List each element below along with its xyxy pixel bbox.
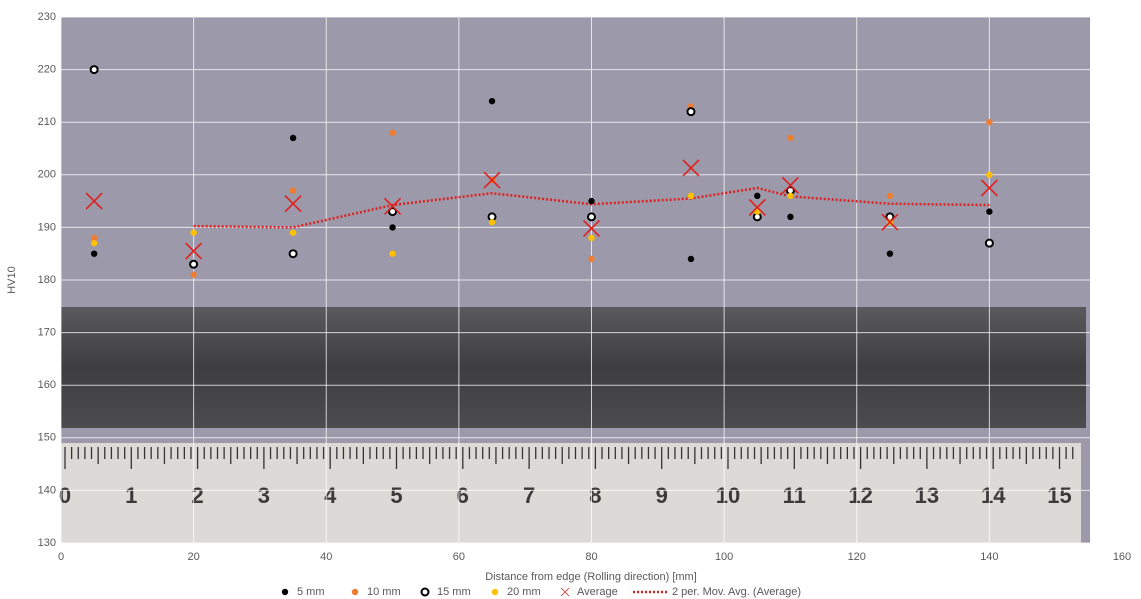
ruler-label: 7	[523, 483, 535, 508]
x-tick-label: 80	[585, 551, 597, 563]
point	[887, 193, 893, 199]
point	[688, 193, 694, 199]
point	[190, 261, 197, 268]
y-tick-label: 230	[38, 11, 56, 23]
legend-label: 5 mm	[297, 586, 325, 598]
point	[986, 172, 992, 178]
legend: 5 mm 10 mm 15 mm 20 mm Average 2 per. Mov. Av…	[282, 586, 801, 598]
y-tick-label: 180	[38, 274, 56, 286]
point	[91, 66, 98, 73]
point	[290, 229, 296, 235]
ruler-label: 15	[1047, 483, 1071, 508]
y-tick-label: 190	[38, 221, 56, 233]
y-tick-label: 220	[38, 64, 56, 76]
ruler-label: 13	[915, 483, 939, 508]
point	[754, 193, 760, 199]
legend-label: 15 mm	[437, 586, 471, 598]
point	[787, 135, 793, 141]
y-tick-label: 160	[38, 379, 56, 391]
point	[489, 219, 495, 225]
x-tick-label: 160	[1113, 551, 1131, 563]
legend-label: 10 mm	[367, 586, 401, 598]
ruler-label: 11	[783, 483, 806, 508]
y-tick-label: 150	[38, 432, 56, 444]
ruler-label: 10	[716, 483, 740, 508]
y-tick-label: 210	[38, 116, 56, 128]
legend-marker	[561, 588, 569, 596]
point	[787, 214, 793, 220]
point	[290, 135, 296, 141]
point	[986, 119, 992, 125]
legend-label: 2 per. Mov. Avg. (Average)	[672, 586, 801, 598]
point	[787, 193, 793, 199]
ruler-label: 12	[848, 483, 872, 508]
x-tick-label: 140	[980, 551, 998, 563]
ruler-label: 9	[656, 483, 668, 508]
x-tick-label: 20	[188, 551, 200, 563]
point	[290, 187, 296, 193]
point	[91, 240, 97, 246]
chart: 0123456789101112131415 13014015016017018…	[0, 0, 1141, 599]
point	[986, 208, 992, 214]
point	[588, 213, 595, 220]
ruler-label: 1	[125, 483, 137, 508]
y-tick-label: 140	[38, 484, 56, 496]
legend-marker	[282, 589, 288, 595]
point	[588, 198, 594, 204]
point	[489, 98, 495, 104]
point	[389, 224, 395, 230]
point	[986, 240, 993, 247]
x-tick-label: 60	[453, 551, 465, 563]
x-axis-title: Distance from edge (Rolling direction) […	[485, 571, 697, 583]
ruler-label: 5	[390, 483, 402, 508]
x-tick-label: 40	[320, 551, 332, 563]
legend-label: 20 mm	[507, 586, 541, 598]
legend-marker	[422, 589, 429, 596]
point	[190, 229, 196, 235]
y-tick-label: 200	[38, 169, 56, 181]
point	[91, 251, 97, 257]
legend-label: Average	[577, 586, 618, 598]
y-axis-title: HV10	[6, 266, 18, 294]
x-tick-label: 0	[58, 551, 64, 563]
point	[588, 235, 594, 241]
y-tick-label: 130	[38, 537, 56, 549]
point	[887, 251, 893, 257]
legend-marker	[492, 589, 498, 595]
y-tick-label: 170	[38, 327, 56, 339]
legend-marker	[352, 589, 358, 595]
x-tick-label: 120	[848, 551, 866, 563]
point	[190, 272, 196, 278]
ruler-label: 14	[981, 483, 1006, 508]
point	[290, 250, 297, 257]
metal-sample	[61, 307, 1086, 428]
point	[588, 256, 594, 262]
x-tick-label: 100	[715, 551, 733, 563]
ruler-label: 3	[258, 483, 270, 508]
point	[687, 108, 694, 115]
point	[688, 256, 694, 262]
point	[389, 251, 395, 257]
point	[389, 130, 395, 136]
